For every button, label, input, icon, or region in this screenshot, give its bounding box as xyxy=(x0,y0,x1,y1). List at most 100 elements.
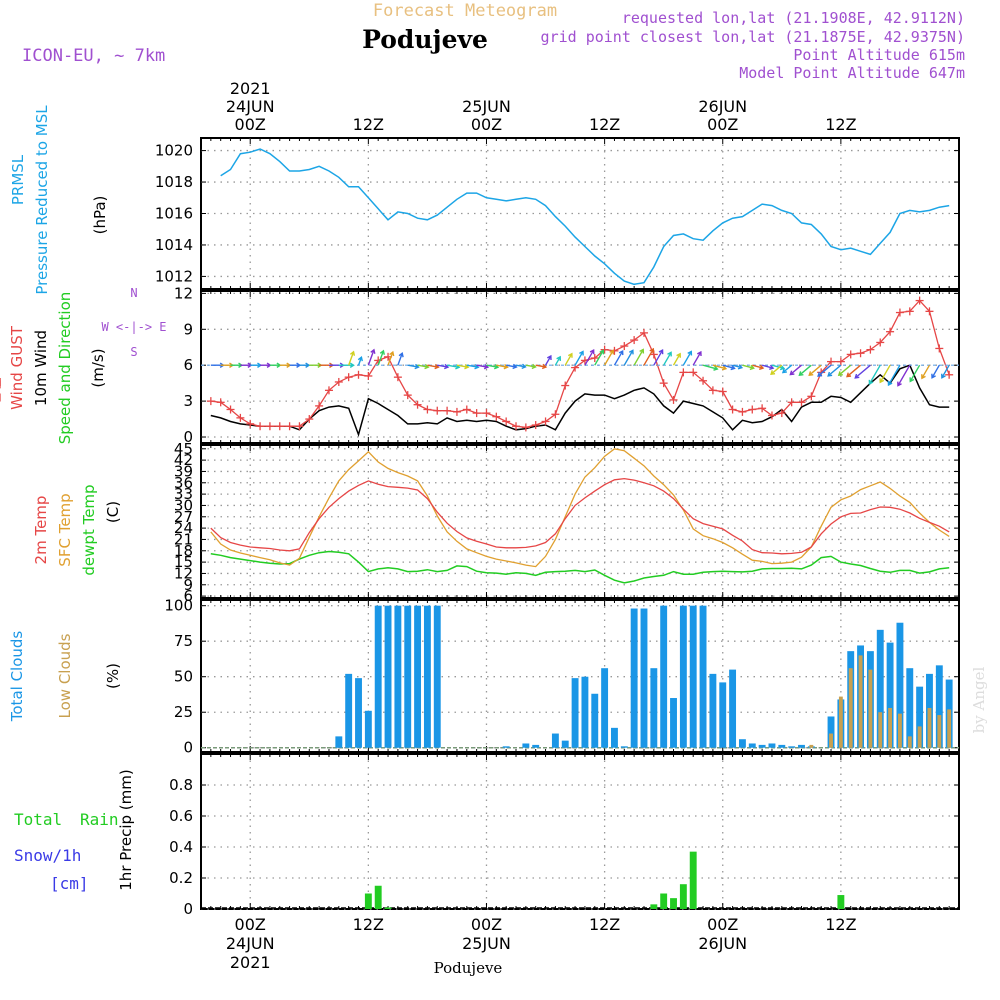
bottom-time-label: 00Z xyxy=(235,915,266,934)
total-cloud-bar xyxy=(374,605,382,748)
wind-arrow xyxy=(817,364,832,377)
total-cloud-bar xyxy=(788,746,796,748)
wind-arrow-head xyxy=(658,349,664,355)
wind-arrow xyxy=(446,364,460,369)
y-tick-label: 50 xyxy=(174,668,193,686)
wind-arrow xyxy=(496,364,508,368)
wind-arrow xyxy=(456,364,469,368)
y-tick-label: 39 xyxy=(174,462,193,480)
y-tick-label: 3 xyxy=(183,392,193,410)
gust-label: Wind GUST xyxy=(8,325,26,410)
total-cloud-bar xyxy=(355,678,362,748)
wind-arrow-head xyxy=(628,349,634,355)
total-cloud-bar xyxy=(345,673,353,748)
low-cloud-bar xyxy=(878,712,883,748)
prmsl-line xyxy=(220,148,950,286)
bottom-time-label: 12Z xyxy=(589,915,620,934)
wind-arrow-head xyxy=(579,350,584,356)
wind-arrow xyxy=(761,364,774,369)
y-tick-label: 75 xyxy=(174,632,193,650)
model-altitude: Model Point Altitude 647m xyxy=(739,64,965,82)
wind-arrow-head xyxy=(357,355,363,362)
wind-arrow-head xyxy=(639,348,645,354)
wind-arrow-head xyxy=(846,372,852,378)
total-cloud-bar xyxy=(335,736,343,748)
wind-arrow-head xyxy=(721,365,728,371)
y-tick-label: 18 xyxy=(174,542,193,560)
wind-arrow-head xyxy=(567,352,573,358)
bottom-time-label: 26JUN xyxy=(698,934,747,953)
wind-arrow xyxy=(357,356,363,366)
wind-arrow-head xyxy=(713,365,719,371)
total-cloud-bar xyxy=(916,686,924,748)
low-cloud-bar xyxy=(888,707,893,748)
wind-arrow xyxy=(808,364,822,376)
wind-arrow xyxy=(897,364,911,386)
total-cloud-bar xyxy=(650,668,658,748)
total-cloud-bar xyxy=(611,727,618,748)
wind-arrow-head xyxy=(541,363,548,370)
y-tick-label: 0 xyxy=(183,900,193,918)
wind-arrow-head xyxy=(305,362,311,368)
wind-arrow-head xyxy=(521,363,527,370)
wind-arrow xyxy=(771,364,785,370)
wind-arrow xyxy=(663,352,672,366)
y-tick-label: 12 xyxy=(174,284,193,302)
total-cloud-bar xyxy=(738,739,746,748)
total-cloud-bar xyxy=(758,744,766,748)
bottom-time-label: 25JUN xyxy=(462,934,511,953)
total-cloud-bar xyxy=(364,710,372,748)
watermark: by Angel xyxy=(970,666,988,733)
wind-arrow-head xyxy=(749,364,755,371)
y-tick-label: 12 xyxy=(174,564,193,582)
wind-arrow-head xyxy=(696,350,702,356)
y-tick-label: 6 xyxy=(183,587,193,605)
sfc-temp-label: SFC Temp xyxy=(56,493,74,566)
top-time-label: 00Z xyxy=(707,115,738,134)
point-altitude: Point Altitude 615m xyxy=(793,46,965,64)
total-cloud-bar xyxy=(502,746,510,748)
snow-label: Snow/1h xyxy=(14,846,81,865)
wind-arrow xyxy=(868,364,881,385)
wind-arrow xyxy=(564,353,573,366)
y-tick-label: 33 xyxy=(174,485,193,503)
sfc-temp-line xyxy=(210,448,950,568)
bottom-time-label: 2021 xyxy=(230,953,271,972)
bottom-time-label: 12Z xyxy=(353,915,384,934)
wind-arrow-head xyxy=(503,363,509,370)
y-tick-label: 100 xyxy=(164,597,193,615)
top-time-label: 00Z xyxy=(235,115,266,134)
footer-location: Podujeve xyxy=(434,959,503,977)
snow-unit-label: [cm] xyxy=(50,874,89,893)
y-tick-label: 0.4 xyxy=(169,838,193,856)
wind-arrow-head xyxy=(599,349,605,355)
total-cloud-bar xyxy=(522,743,530,748)
wind-arrow xyxy=(633,349,644,366)
y-tick-label: 42 xyxy=(174,451,193,469)
rain-bar xyxy=(670,898,677,909)
total-cloud-bar xyxy=(906,668,914,748)
y-tick-label: 0 xyxy=(183,428,193,446)
temp-label: 2m Temp xyxy=(32,496,50,565)
wind-arrow xyxy=(407,364,419,368)
wind-arrow xyxy=(770,364,783,375)
total-cloud-bar xyxy=(679,605,687,748)
wind-arrow-head xyxy=(770,370,776,376)
bottom-time-label: 24JUN xyxy=(226,934,275,953)
wind-arrow-head xyxy=(758,364,765,370)
wind-arrow-head xyxy=(649,347,655,354)
bottom-time-label: 12Z xyxy=(825,915,856,934)
wind-arrow-head xyxy=(789,370,795,376)
total-cloud-bar xyxy=(935,665,943,748)
low-cloud-bar xyxy=(907,736,912,748)
y-tick-label: 30 xyxy=(174,496,193,514)
y-tick-label: 21 xyxy=(174,530,193,548)
y-tick-label: 45 xyxy=(174,440,193,458)
total-clouds-label: Total Clouds xyxy=(8,631,26,723)
wind-arrow xyxy=(854,364,871,379)
y-tick-label: 27 xyxy=(174,508,193,526)
wind-arrow xyxy=(554,356,561,366)
wind-arrow xyxy=(515,364,526,368)
location-title: Podujeve xyxy=(362,25,488,54)
panel-frame xyxy=(200,753,960,910)
